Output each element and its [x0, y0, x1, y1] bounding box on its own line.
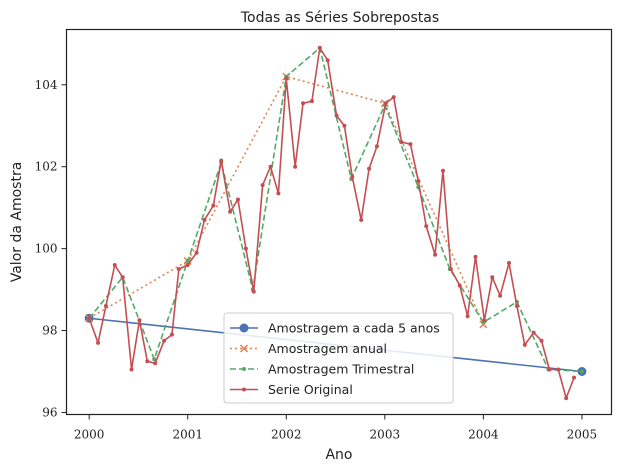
data-point [359, 217, 364, 222]
x-tick-label: 2005 [567, 428, 598, 442]
data-point [391, 95, 396, 100]
x-tick-label: 2002 [271, 428, 302, 442]
data-point [284, 76, 289, 81]
data-point [301, 101, 306, 106]
data-point [120, 275, 125, 280]
legend: Amostragem a cada 5 anos Amostragem anual… [223, 312, 454, 404]
data-point [522, 342, 527, 347]
data-point [465, 314, 470, 319]
data-point [112, 263, 117, 268]
x-axis: 2000 2001 2002 2003 2004 2005 [74, 414, 598, 442]
data-point [482, 318, 487, 323]
data-point [479, 320, 488, 329]
legend-item: Amostragem anual [230, 341, 387, 356]
data-point [342, 123, 347, 128]
series-1 [85, 72, 488, 329]
x-tick-label: 2004 [468, 428, 499, 442]
y-tick-label: 104 [35, 78, 58, 92]
data-point [87, 316, 92, 321]
data-point [399, 140, 404, 145]
data-point [145, 359, 150, 364]
x-tick-label: 2001 [172, 428, 203, 442]
data-point [276, 191, 281, 196]
series-3 [87, 45, 577, 401]
legend-item: Amostragem a cada 5 anos [230, 321, 440, 336]
data-point [185, 258, 190, 263]
data-point [556, 367, 561, 372]
y-tick-label: 100 [35, 242, 58, 256]
chart-title: Todas as Séries Sobrepostas [240, 10, 439, 26]
legend-marker [239, 323, 249, 333]
data-point [564, 396, 569, 401]
data-point [219, 158, 224, 163]
data-point [202, 217, 207, 222]
data-point [547, 367, 552, 372]
data-point [572, 375, 577, 380]
legend-marker [239, 344, 249, 353]
data-point [268, 164, 273, 169]
data-point [408, 142, 413, 147]
legend-box [223, 312, 454, 404]
data-point [103, 303, 108, 308]
data-point [211, 203, 216, 208]
data-point [424, 224, 429, 229]
data-point [457, 283, 462, 288]
data-point [176, 267, 181, 272]
data-point [152, 357, 157, 362]
data-point [137, 318, 142, 323]
data-point [260, 183, 265, 188]
y-tick-label: 96 [42, 405, 57, 419]
plot-area [84, 45, 587, 401]
data-point [514, 303, 519, 308]
data-point [433, 252, 438, 257]
data-point [169, 332, 174, 337]
data-point [96, 340, 101, 345]
data-point [531, 330, 536, 335]
legend-label: Serie Original [268, 382, 353, 397]
data-point [507, 260, 512, 265]
data-point [473, 254, 478, 259]
data-point [153, 361, 158, 366]
x-axis-label: Ano [325, 447, 352, 463]
y-tick-label: 98 [42, 324, 57, 338]
data-point [185, 263, 190, 268]
legend-marker [242, 387, 246, 392]
data-point [309, 99, 314, 104]
legend-marker [242, 367, 246, 371]
data-point [235, 197, 240, 202]
data-point [579, 369, 584, 374]
data-point [293, 164, 298, 169]
data-point [162, 338, 167, 343]
data-point [448, 267, 453, 272]
data-point [194, 250, 199, 255]
data-point [243, 246, 248, 251]
legend-label: Amostragem Trimestral [268, 362, 414, 377]
x-tick-label: 2003 [370, 428, 401, 442]
data-point [228, 209, 233, 214]
data-point [334, 113, 339, 118]
legend-item: Serie Original [230, 382, 353, 397]
legend-item: Amostragem Trimestral [230, 362, 414, 377]
data-point [383, 101, 388, 106]
legend-label: Amostragem a cada 5 anos [268, 321, 440, 336]
data-point [490, 275, 495, 280]
data-point [317, 45, 322, 50]
data-point [416, 179, 421, 184]
data-point [325, 58, 330, 63]
data-point [129, 367, 134, 372]
data-point [539, 338, 544, 343]
data-point [350, 174, 355, 179]
x-tick-label: 2000 [74, 428, 105, 442]
y-axis: 96 98 100 102 104 [35, 78, 67, 419]
legend-label: Amostragem anual [268, 341, 387, 356]
data-point [367, 166, 372, 171]
data-point [498, 293, 503, 298]
data-point [374, 144, 379, 149]
y-tick-label: 102 [35, 160, 58, 174]
y-axis-label: Valor da Amostra [9, 162, 25, 283]
data-point [251, 289, 256, 294]
data-point [440, 168, 445, 173]
plot-frame [65, 28, 613, 416]
